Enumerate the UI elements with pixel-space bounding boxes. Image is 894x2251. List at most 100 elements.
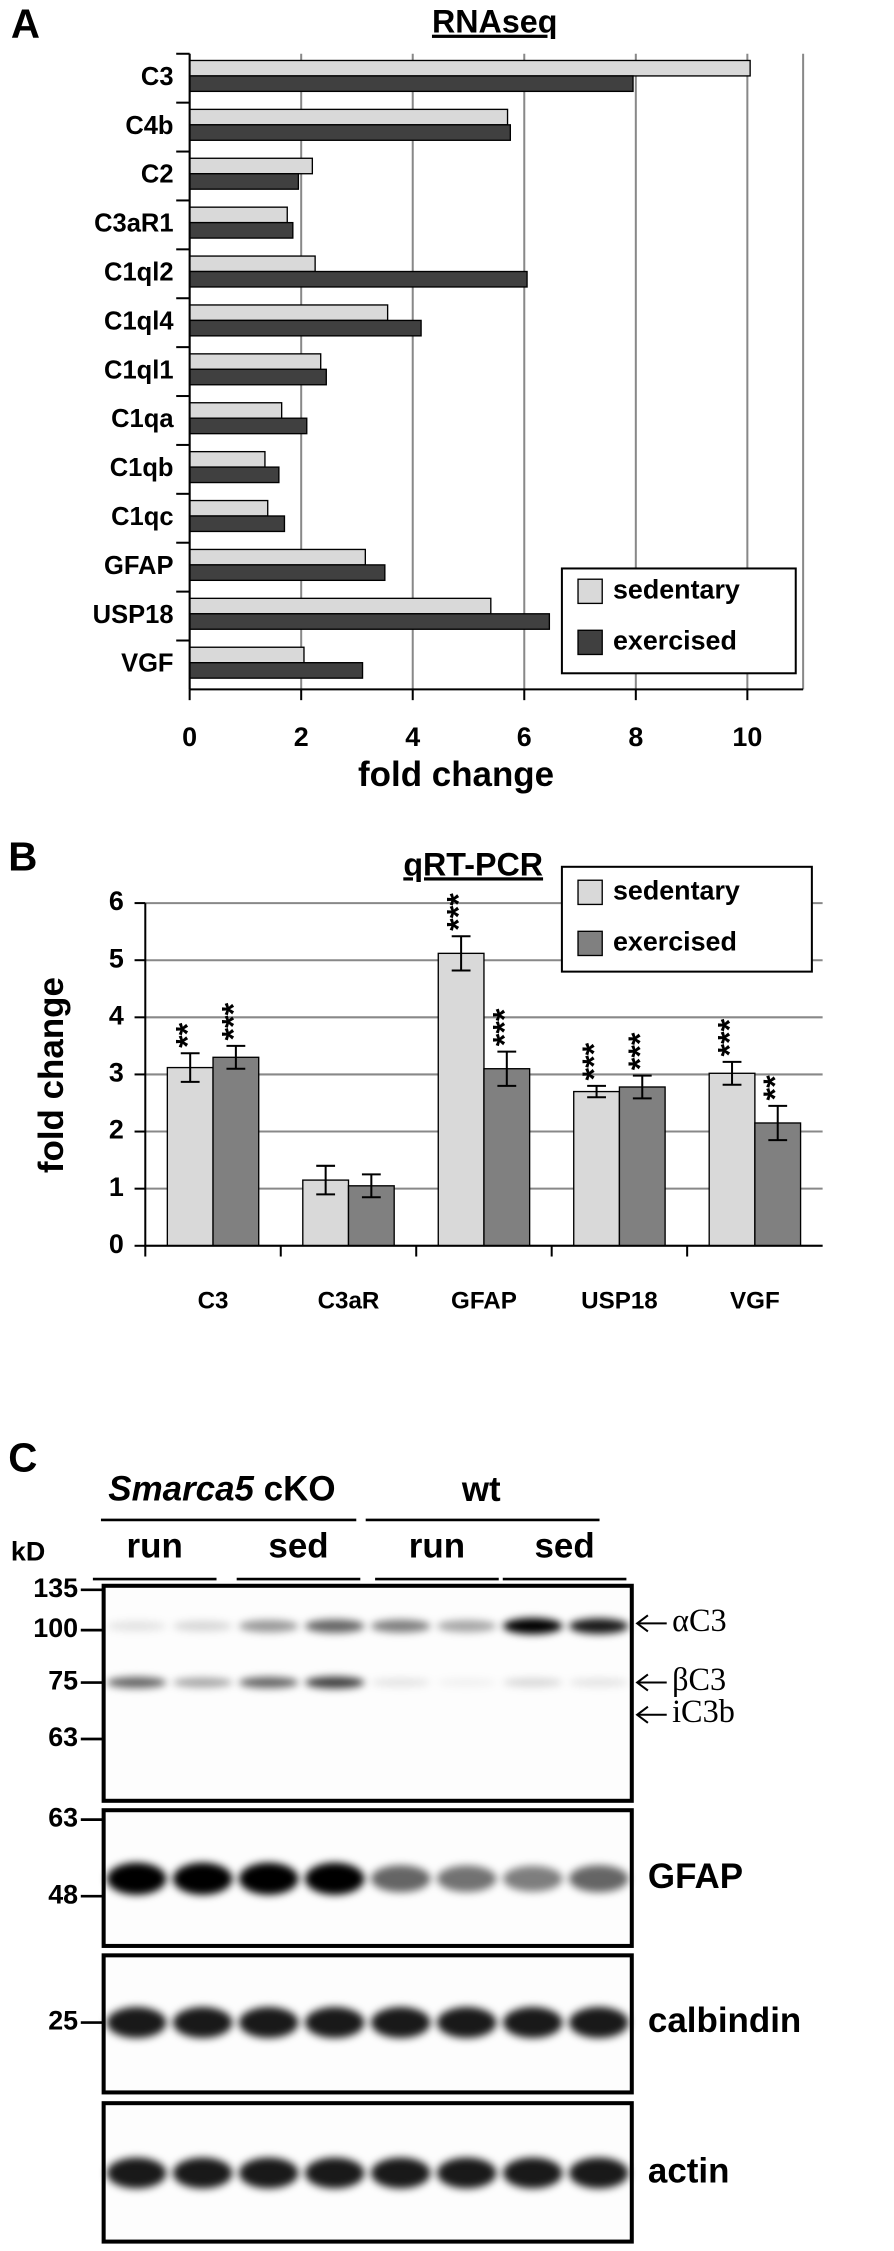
bar <box>188 270 528 288</box>
band <box>371 2157 431 2189</box>
blot-bands <box>106 2157 629 2189</box>
y-tick-label: 0 <box>109 1229 124 1259</box>
band <box>503 2157 563 2189</box>
bar <box>188 221 294 239</box>
band <box>371 1619 431 1633</box>
error-bar <box>722 1060 742 1086</box>
bar <box>188 417 308 435</box>
unit-label: kD <box>11 1537 45 1567</box>
band <box>304 2007 365 2039</box>
error-bar <box>316 1164 336 1196</box>
x-tick-label: GFAP <box>451 1288 517 1315</box>
x-tick-label: 2 <box>294 722 309 752</box>
y-tick-label: 1 <box>109 1172 124 1202</box>
band <box>106 2007 167 2039</box>
band <box>238 1862 299 1895</box>
x-tick-label: 0 <box>182 722 197 752</box>
error-bar <box>180 1052 200 1083</box>
legend-box <box>560 865 813 973</box>
y-tick-label: USP18 <box>93 601 174 629</box>
y-tick-label: C1ql2 <box>104 259 173 287</box>
bar <box>212 1056 260 1247</box>
panel-label: B <box>8 835 37 880</box>
arrow-head <box>635 1614 649 1633</box>
bar <box>188 124 512 141</box>
marker-label: 75 <box>48 1666 78 1696</box>
bar <box>483 1068 531 1247</box>
x-tick-label: VGF <box>730 1288 780 1315</box>
y-tick-label: 5 <box>109 943 124 973</box>
legend-label: sedentary <box>613 574 740 604</box>
band <box>106 1862 167 1895</box>
significance-stars: *** <box>576 1042 612 1080</box>
x-tick-label: 8 <box>628 722 643 752</box>
y-tick-label: 2 <box>109 1115 124 1145</box>
y-tick-label: C4b <box>125 112 173 140</box>
band <box>437 1865 497 1892</box>
y-axis-label: fold change <box>32 977 71 1173</box>
error-bar <box>451 935 471 972</box>
chart-title: RNAseq <box>432 4 557 40</box>
space <box>254 1470 264 1509</box>
band <box>172 1620 233 1632</box>
significance-stars: *** <box>441 893 477 931</box>
band-label: iC3b <box>672 1693 735 1729</box>
bar <box>188 319 422 337</box>
bar <box>188 368 327 386</box>
x-tick-label: 10 <box>732 722 762 752</box>
significance-stars: *** <box>215 1002 251 1040</box>
significance-stars: *** <box>622 1032 658 1070</box>
legend-swatch <box>577 930 603 957</box>
blot-label: calbindin <box>648 2001 801 2040</box>
bar <box>188 108 509 126</box>
bar <box>437 952 485 1247</box>
blot-label: GFAP <box>648 1857 743 1896</box>
bar <box>188 564 386 582</box>
bar <box>188 157 314 175</box>
band <box>106 1676 167 1689</box>
genotype-label: wt <box>461 1470 501 1509</box>
error-bar <box>632 1074 652 1100</box>
arrow-head <box>635 1673 649 1692</box>
blot-frame <box>101 1583 634 1803</box>
panel-label: A <box>11 2 40 47</box>
marker-label: 63 <box>48 1722 78 1752</box>
band <box>238 2157 299 2189</box>
error-bar <box>226 1044 246 1070</box>
band <box>503 1865 563 1892</box>
band <box>172 2157 233 2189</box>
y-tick-label: C1ql4 <box>104 307 174 335</box>
bar <box>188 613 551 630</box>
bar <box>188 597 492 615</box>
band <box>569 2157 629 2189</box>
band <box>304 1619 365 1633</box>
legend-swatch <box>577 578 603 605</box>
error-bar <box>361 1173 381 1199</box>
bar <box>188 173 300 190</box>
band <box>304 1862 365 1895</box>
x-tick-label: USP18 <box>581 1288 658 1315</box>
band <box>172 2007 233 2039</box>
error-bar <box>497 1050 517 1087</box>
blot-background <box>103 1585 632 1801</box>
band <box>172 1677 233 1688</box>
y-tick-label: 3 <box>109 1058 124 1088</box>
significance-stars: ** <box>170 1022 206 1048</box>
band <box>569 1865 629 1893</box>
band <box>569 1618 629 1634</box>
bar <box>188 646 305 664</box>
gene-name: Smarca5 <box>108 1470 254 1509</box>
bar <box>188 304 389 322</box>
band <box>371 2007 431 2039</box>
marker-label: 25 <box>48 2006 78 2036</box>
bar <box>188 662 364 679</box>
marker-label: 135 <box>33 1573 78 1603</box>
marker-label: 100 <box>33 1613 78 1643</box>
bar <box>188 466 280 484</box>
band <box>304 2157 365 2189</box>
x-tick-label: 6 <box>517 722 532 752</box>
band <box>371 1865 431 1893</box>
y-tick-label: C3 <box>141 63 174 91</box>
